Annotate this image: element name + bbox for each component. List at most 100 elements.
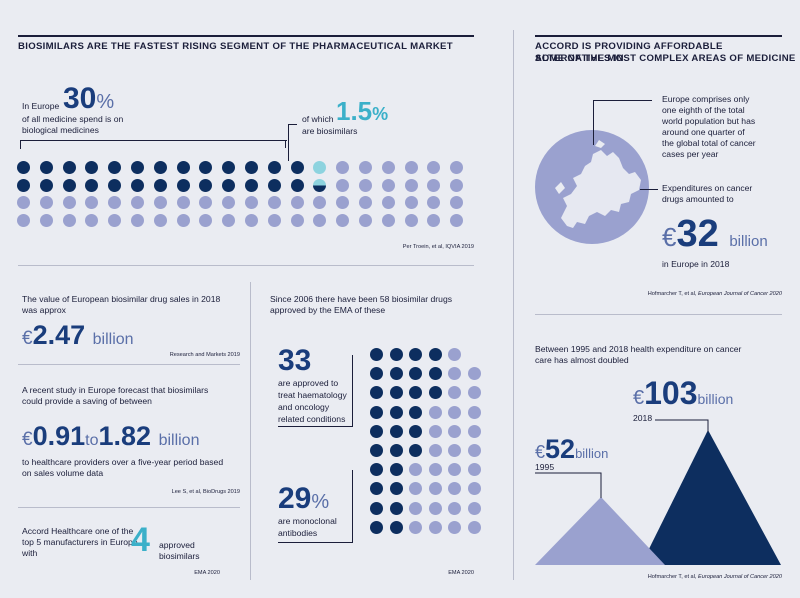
health-text-1: Between 1995 and 2018 health expenditure…: [535, 344, 742, 354]
approval-dot: [467, 405, 481, 419]
currency-1995: €: [535, 442, 546, 462]
spend-dot: [85, 161, 99, 174]
spend-dot: [359, 178, 372, 192]
spend-dot: [404, 213, 418, 227]
spend-dot: [381, 213, 395, 227]
stat-15-caption: are biosimilars: [302, 126, 358, 136]
source-journal-bottom: European Journal of Cancer 2020: [698, 574, 782, 580]
approval-dot: [448, 348, 461, 361]
approvals-29-value: 29: [278, 482, 312, 515]
europe-text-1: one eighth of the total: [662, 105, 745, 115]
sales-unit: billion: [92, 331, 134, 348]
europe-globe: [535, 130, 649, 244]
divider-savings: [18, 507, 240, 508]
approval-dot: [428, 386, 442, 400]
savings-low: 0.91: [32, 421, 86, 451]
triangle-2018: [641, 430, 781, 565]
spend-dot: [199, 178, 213, 192]
approval-dot: [389, 348, 403, 361]
spend-dot: [176, 213, 190, 227]
spend-dot: [404, 178, 418, 192]
spend-dot: [427, 178, 441, 192]
spend-dot: [17, 196, 30, 209]
approval-dot: [409, 463, 422, 477]
stat-30-unit: %: [96, 91, 115, 113]
spend-dot: [359, 213, 372, 227]
approvals-33-caption-1: treat haematology: [278, 390, 347, 400]
spend-dot: [131, 213, 144, 227]
spend-dot: [39, 178, 53, 192]
accord-text-3: with: [22, 548, 38, 558]
spend-dot: [450, 161, 464, 174]
spend-dot: [313, 213, 327, 227]
spend-dot: [245, 178, 258, 192]
sales-value: €2.47 billion: [22, 322, 134, 349]
divider-vertical-left: [250, 282, 251, 580]
spend-dot: [245, 161, 258, 174]
approval-dot: [389, 520, 403, 534]
expend-caption: in Europe in 2018: [662, 259, 730, 269]
spend-dot: [336, 161, 350, 174]
stat-15-value: 1.5: [336, 96, 373, 126]
spend-dot: [267, 178, 281, 192]
approval-dot: [467, 520, 481, 534]
approval-dot: [428, 520, 442, 534]
spend-dot: [313, 196, 327, 209]
approval-dot: [428, 367, 442, 381]
source-prefix-bottom: Hofmarcher T, et al,: [647, 574, 697, 580]
approval-dot: [389, 405, 403, 419]
approval-dot: [370, 367, 383, 381]
approval-dot: [467, 463, 481, 477]
savings-unit: billion: [158, 432, 200, 449]
approval-dot: [370, 520, 383, 534]
approval-dot: [428, 444, 442, 457]
spend-dot: [153, 196, 167, 209]
europe-text-3: around one quarter of: [662, 127, 745, 137]
approval-dot: [467, 367, 481, 381]
spend-dot: [62, 178, 76, 192]
approval-dot: [389, 482, 403, 496]
expend-unit: billion: [729, 233, 768, 250]
approval-dot: [389, 501, 403, 515]
approvals-29-caption-1: are monoclonal: [278, 516, 337, 526]
approval-dot: [428, 482, 442, 496]
approval-dot: [428, 501, 442, 515]
spend-dot: [359, 161, 372, 174]
approval-dot: [448, 501, 461, 515]
currency-2018: €: [633, 387, 645, 409]
spend-dot: [199, 161, 213, 174]
approval-dot: [370, 348, 383, 361]
spend-dot: [313, 161, 327, 174]
section-title-biosimilars: BIOSIMILARS ARE THE FASTEST RISING SEGME…: [18, 41, 453, 52]
expend-text-2: drugs amounted to: [662, 194, 734, 204]
spend-dot: [176, 178, 190, 192]
approval-dot: [428, 424, 442, 438]
callout-line-30-tick: [285, 140, 286, 148]
spend-dot: [267, 196, 281, 209]
spend-dot: [381, 196, 395, 209]
spend-dot: [427, 161, 441, 174]
triangle-1995: [535, 497, 665, 565]
approvals-29-unit: %: [311, 491, 330, 513]
spend-dot: [267, 213, 281, 227]
approval-dot: [448, 405, 461, 419]
approval-dot: [448, 424, 461, 438]
savings-caption-1: to healthcare providers over a five-year…: [22, 457, 224, 467]
spend-dot: [336, 178, 350, 192]
approval-dot: [467, 501, 481, 515]
section-title-accord-2: SOME OF THE MOST COMPLEX AREAS OF MEDICI…: [535, 53, 796, 64]
savings-text-2: could provide a saving of between: [22, 396, 152, 406]
approval-dot: [409, 482, 422, 496]
expend-number: 32: [676, 213, 719, 255]
spend-dot: [153, 161, 167, 174]
unit-2018: billion: [697, 391, 734, 407]
source-journal-top: European Journal of Cancer 2020: [698, 291, 782, 297]
approval-dot: [370, 444, 383, 457]
approvals-33-caption-2: and oncology: [278, 402, 330, 412]
spend-dot: [85, 213, 99, 227]
spend-dot: [290, 213, 304, 227]
approval-dot: [467, 482, 481, 496]
spend-dot: [108, 213, 122, 227]
europe-text-2: world population but has: [662, 116, 756, 126]
spend-dot: [450, 178, 464, 192]
